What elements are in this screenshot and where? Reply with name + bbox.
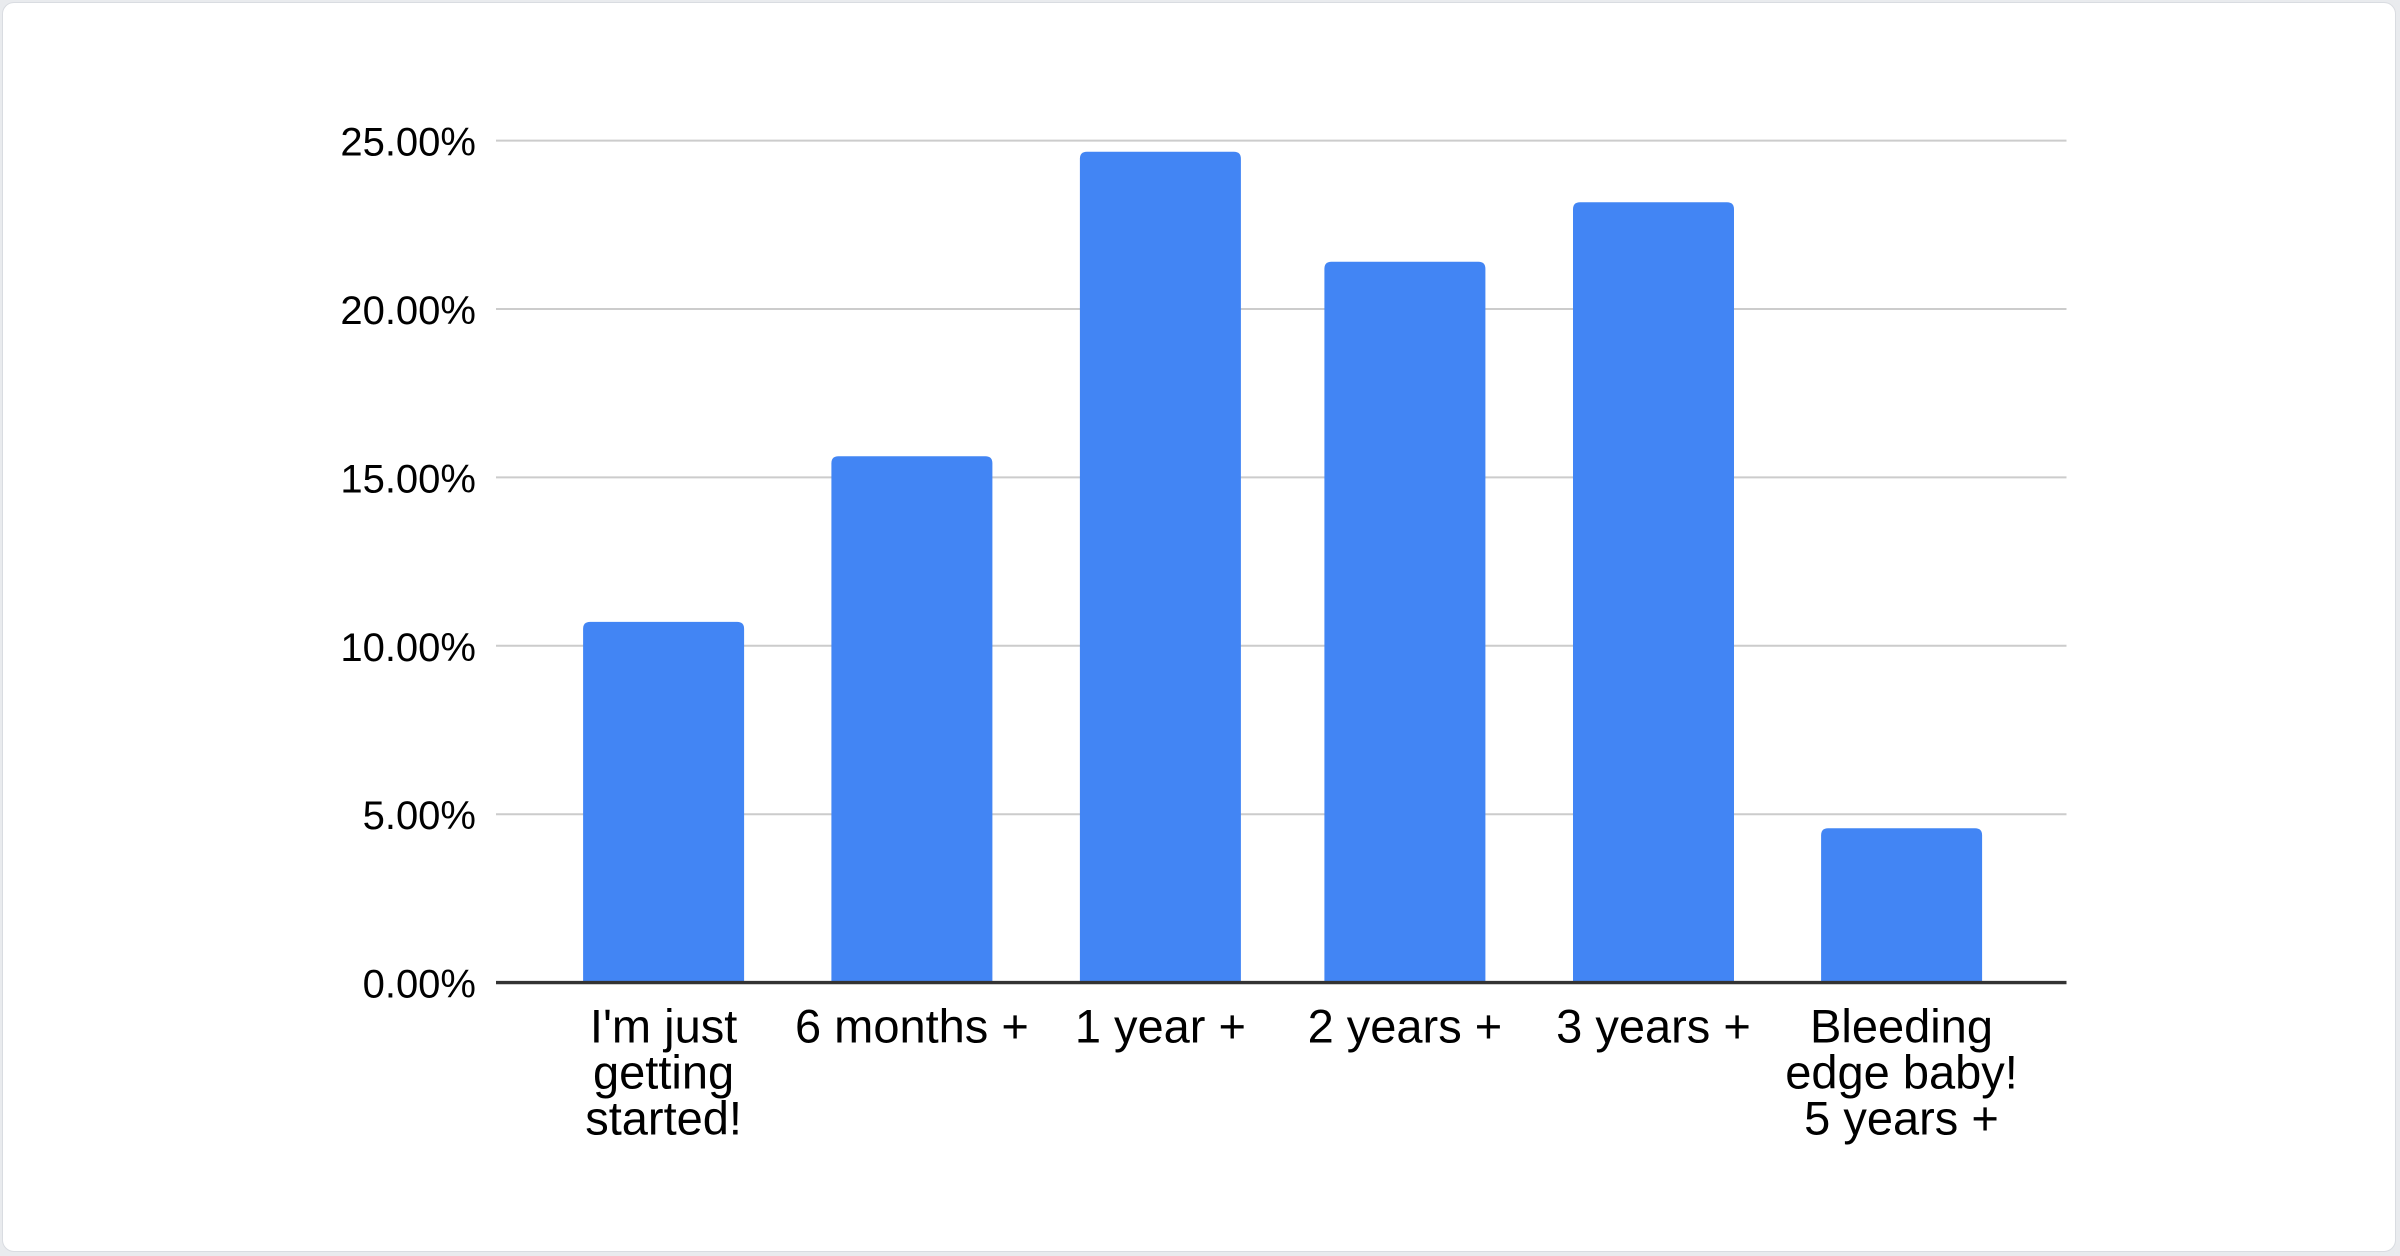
svg-text:I'm just: I'm just (590, 1000, 737, 1053)
svg-text:1 year +: 1 year + (1075, 1000, 1246, 1053)
svg-text:25.00%: 25.00% (340, 121, 476, 165)
svg-text:getting: getting (593, 1046, 734, 1099)
svg-text:started!: started! (585, 1092, 742, 1145)
svg-text:15.00%: 15.00% (340, 457, 476, 501)
svg-text:5.00%: 5.00% (363, 794, 476, 838)
svg-text:5 years +: 5 years + (1804, 1092, 1999, 1145)
svg-text:6 months +: 6 months + (795, 1000, 1029, 1053)
svg-text:20.00%: 20.00% (340, 289, 476, 333)
svg-text:0.00%: 0.00% (363, 963, 476, 1007)
svg-text:edge baby!: edge baby! (1785, 1046, 2018, 1099)
svg-text:10.00%: 10.00% (340, 626, 476, 670)
svg-text:3 years +: 3 years + (1556, 1000, 1751, 1053)
svg-text:Bleeding: Bleeding (1810, 1000, 1993, 1053)
svg-text:2 years +: 2 years + (1308, 1000, 1503, 1053)
